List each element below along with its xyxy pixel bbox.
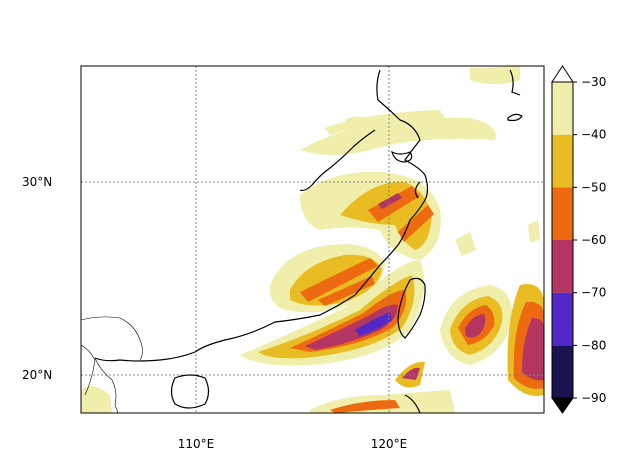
colorbar-under-triangle <box>551 397 574 414</box>
colorbar-tick-label: −90 <box>581 391 606 405</box>
korea-coast <box>509 69 521 96</box>
contour-region <box>470 66 520 84</box>
colorbar-tick-label: −40 <box>581 128 606 142</box>
map-panel: 30°N 20°N 110°E 120°E <box>22 65 545 451</box>
hainan-island <box>170 374 210 409</box>
laos-border <box>81 344 96 396</box>
contour-region <box>318 276 375 306</box>
contour-region <box>355 312 392 336</box>
yangtze-mouth <box>391 150 413 163</box>
contour-region <box>290 290 407 352</box>
hangzhou-bay <box>414 181 421 199</box>
contour-region <box>528 220 540 242</box>
colorbar-over-triangle <box>551 65 574 83</box>
contour-region <box>81 386 112 413</box>
lat-label-30: 30°N <box>22 175 52 189</box>
contour-region <box>345 116 368 130</box>
contour-region <box>378 193 402 209</box>
contour-region <box>258 275 415 359</box>
borders <box>81 316 143 413</box>
japan-islet <box>507 113 523 122</box>
luzon-coast <box>404 394 421 413</box>
colorbar-band <box>552 345 573 398</box>
colorbar-band <box>552 240 573 293</box>
contour-region <box>325 110 445 135</box>
vietnam-border <box>81 316 143 361</box>
colorbar-band <box>552 82 573 135</box>
colorbar-tick-label: −70 <box>581 286 606 300</box>
contour-region <box>455 232 476 256</box>
colorbar-band <box>552 134 573 188</box>
colorbar-tick-label: −50 <box>581 180 606 194</box>
gulf-of-tonkin-coast <box>94 357 119 413</box>
colorbar-bands <box>552 82 573 398</box>
lon-label-120: 120°E <box>371 437 408 451</box>
contour-region <box>402 367 420 380</box>
contour-region <box>330 400 400 413</box>
map-frame <box>80 65 545 414</box>
contour-region <box>368 186 420 222</box>
lat-label-20: 20°N <box>22 368 52 382</box>
taiwan-island <box>397 277 426 339</box>
colorbar-tick-label: −30 <box>581 75 606 89</box>
gridlines <box>81 66 544 413</box>
contour-region <box>300 117 496 155</box>
contour-region <box>465 314 486 338</box>
shandong-coast <box>299 129 376 192</box>
colorbar-tick-label: −80 <box>581 338 606 352</box>
field-contours <box>81 66 544 413</box>
contour-region <box>305 304 398 350</box>
contour-region <box>398 205 434 242</box>
colorbar-band <box>552 292 573 346</box>
colorbar: −30 −40 −50 −60 −70 −80 −90 <box>551 65 606 414</box>
colorbar-tick-label: −60 <box>581 233 606 247</box>
mainland-coast <box>94 69 429 362</box>
colorbar-band <box>552 187 573 240</box>
lon-label-110: 110°E <box>178 437 215 451</box>
colorbar-ticks: −30 −40 −50 −60 −70 −80 −90 <box>573 75 606 405</box>
coastlines <box>94 69 523 413</box>
contour-region <box>522 318 544 381</box>
contour-region <box>300 258 378 302</box>
